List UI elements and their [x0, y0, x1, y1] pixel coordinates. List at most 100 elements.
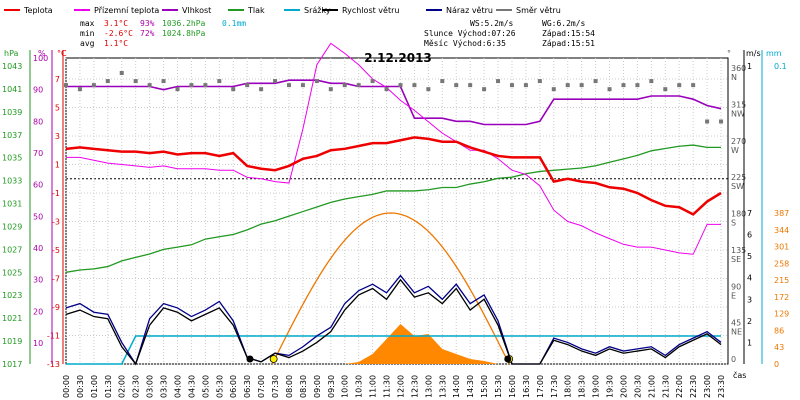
legend-label-rain: Srážky — [304, 6, 331, 15]
pressure-tick-label: 1019 — [2, 337, 22, 346]
x-tick-label: 01:30 — [104, 375, 113, 398]
winddir-point — [691, 83, 696, 88]
x-tick-label: 03:30 — [160, 375, 169, 398]
temperature-tick-label: -3 — [52, 218, 60, 227]
direction-tick-label: NW — [731, 109, 745, 118]
winddir-point — [286, 83, 291, 88]
winddir-point — [482, 87, 487, 92]
temperature-tick-label: 1 — [55, 161, 60, 170]
x-tick-label: 13:00 — [424, 375, 433, 398]
humidity-tick-label: 10 — [33, 339, 43, 348]
moonset-marker — [504, 355, 512, 363]
solar-area — [330, 324, 499, 364]
info-sun: Slunce Východ:07:26 — [424, 29, 516, 38]
stats-pressure: 1036.2hPa — [162, 19, 206, 28]
winddir-point — [440, 79, 445, 84]
rain-tick-label: 0.1 — [774, 62, 787, 71]
chart-title: 2.12.2013 — [364, 51, 432, 65]
x-tick-label: 23:00 — [703, 375, 712, 398]
x-tick-label: 17:00 — [536, 375, 545, 398]
x-tick-label: 20:30 — [633, 375, 642, 398]
x-tick-label: 23:30 — [717, 375, 726, 398]
rain-tick-label: 0 — [774, 360, 779, 369]
legend-label-pressure: Tlak — [247, 6, 265, 15]
x-tick-label: 21:30 — [661, 375, 670, 398]
direction-tick-label: 270 — [731, 137, 746, 146]
wind-tick-label: 2 — [747, 317, 752, 326]
x-tick-label: 09:30 — [327, 375, 336, 398]
winddir-point — [356, 83, 361, 88]
legend-label-winddir: Směr větru — [516, 6, 561, 15]
direction-tick-label: W — [731, 146, 739, 155]
humidity-tick-label: 90 — [33, 86, 43, 95]
series-wind — [65, 278, 722, 366]
temperature-tick-label: 5 — [55, 104, 60, 113]
winddir-point — [705, 119, 710, 124]
winddir-point — [328, 87, 333, 92]
pressure-tick-label: 1029 — [2, 222, 22, 231]
direction-tick-label: E — [731, 291, 736, 300]
stats-temp: 1.1°C — [104, 39, 128, 48]
winddir-point — [189, 83, 194, 88]
stats-temp: 3.1°C — [104, 19, 128, 28]
direction-tick-label: 360 — [731, 64, 746, 73]
x-tick-label: 19:30 — [606, 375, 615, 398]
wind-tick-label: 6 — [747, 231, 752, 240]
temperature-tick-label: -7 — [52, 275, 60, 284]
series-rain — [66, 335, 722, 365]
winddir-point — [607, 87, 612, 92]
direction-tick-label: 315 — [731, 100, 746, 109]
x-tick-label: 05:30 — [215, 375, 224, 398]
direction-tick-label: N — [731, 73, 737, 82]
direction-tick-label: S — [731, 219, 736, 228]
x-tick-label: 01:00 — [90, 375, 99, 398]
humidity-tick-label: 40 — [33, 244, 43, 253]
series-temp — [65, 136, 722, 216]
winddir-point — [314, 79, 319, 84]
pressure-tick-label: 1041 — [2, 85, 22, 94]
winddir-point — [175, 87, 180, 92]
x-tick-label: 14:00 — [452, 375, 461, 398]
rain-tick-label: 129 — [774, 310, 789, 319]
moonrise-marker — [246, 355, 254, 363]
stats-rain: 0.1mm — [222, 19, 246, 28]
x-tick-label: 17:30 — [550, 375, 559, 398]
rain-tick-label: 172 — [774, 293, 789, 302]
x-tick-label: 13:30 — [438, 375, 447, 398]
pressure-tick-label: 1025 — [2, 268, 22, 277]
x-tick-label: 09:00 — [313, 375, 322, 398]
winddir-point — [119, 71, 124, 75]
stats-label: min — [80, 29, 95, 38]
winddir-point — [677, 83, 682, 88]
series-feels — [66, 42, 722, 255]
x-tick-label: 11:00 — [369, 375, 378, 398]
direction-tick-label: NE — [731, 328, 742, 337]
humidity-tick-label: 30 — [33, 276, 43, 285]
winddir-point — [537, 79, 542, 84]
winddir-point — [161, 79, 166, 84]
x-tick-label: 12:00 — [396, 375, 405, 398]
x-tick-label: 08:00 — [285, 375, 294, 398]
legend-label-temp: Teplota — [23, 6, 53, 15]
rain-tick-label: 387 — [774, 209, 789, 218]
stats-humidity: 72% — [140, 29, 155, 38]
x-tick-label: 21:00 — [647, 375, 656, 398]
winddir-point — [245, 83, 250, 88]
winddir-point — [91, 83, 96, 88]
x-tick-label: 00:00 — [62, 375, 71, 398]
winddir-point — [384, 87, 389, 92]
winddir-point — [663, 87, 668, 92]
direction-tick-label: 225 — [731, 173, 746, 182]
direction-tick-label: 0 — [731, 355, 736, 364]
winddir-point — [468, 83, 473, 88]
solar-curve — [271, 212, 510, 365]
pressure-tick-label: 1023 — [2, 291, 22, 300]
winddir-point — [203, 83, 208, 88]
rain-tick-label: 344 — [774, 226, 789, 235]
series-humidity — [66, 79, 722, 126]
x-tick-label: 18:00 — [564, 375, 573, 398]
humidity-tick-label: 70 — [33, 149, 43, 158]
direction-tick-label: 90 — [731, 282, 741, 291]
wind-tick-label: 1 — [747, 62, 752, 71]
